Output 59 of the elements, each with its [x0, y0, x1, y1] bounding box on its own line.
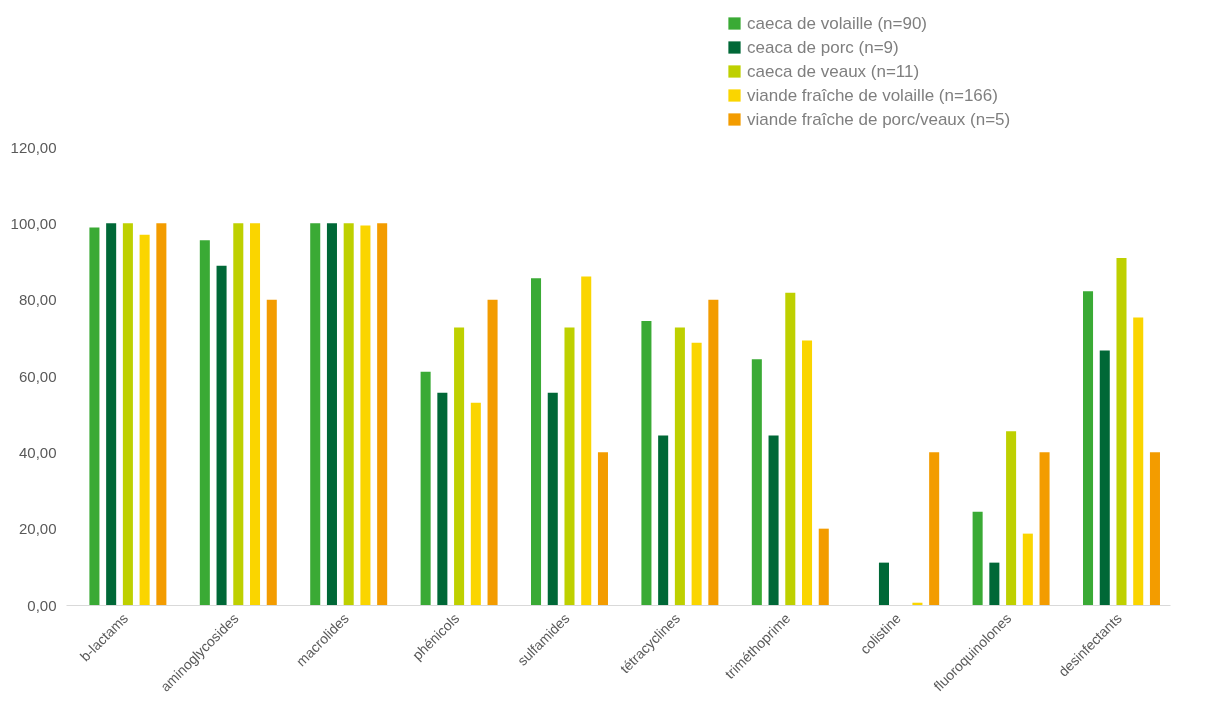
bar — [547, 392, 558, 605]
bar — [1006, 431, 1017, 605]
bar — [122, 223, 133, 605]
bar — [531, 278, 542, 605]
bar — [310, 223, 321, 605]
bar — [581, 276, 592, 605]
y-tick-label: 100,00 — [10, 214, 57, 232]
bar — [454, 327, 465, 605]
y-tick-label: 80,00 — [18, 291, 57, 309]
bar — [802, 340, 813, 605]
bar — [470, 402, 481, 605]
bar — [691, 342, 702, 605]
y-tick-label: 20,00 — [18, 520, 57, 538]
bar — [972, 511, 983, 605]
bar — [641, 321, 652, 605]
bar — [437, 392, 448, 605]
bar — [216, 265, 227, 605]
legend-label: ceaca de porc (n=9) — [747, 37, 899, 57]
bar — [708, 299, 719, 605]
bar — [1039, 452, 1050, 605]
bar — [1022, 533, 1033, 605]
bar — [1083, 291, 1094, 605]
y-tick-label: 120,00 — [10, 138, 57, 156]
bar — [326, 223, 337, 605]
bar — [564, 327, 575, 605]
bar — [878, 562, 889, 605]
bar — [929, 452, 940, 605]
bar — [785, 292, 796, 605]
bar — [139, 234, 150, 605]
bar — [360, 225, 371, 605]
bar — [233, 223, 244, 605]
legend-label: viande fraîche de volaille (n=166) — [747, 85, 998, 105]
bar — [751, 359, 762, 605]
y-tick-label: 60,00 — [18, 367, 57, 385]
bar — [89, 227, 100, 605]
bar — [106, 223, 117, 605]
bar — [597, 452, 608, 605]
bar — [989, 562, 1000, 605]
bar — [1099, 350, 1110, 605]
bar — [250, 223, 261, 605]
bar — [156, 223, 167, 605]
legend-label: viande fraîche de porc/veaux (n=5) — [747, 109, 1011, 129]
bar — [1149, 452, 1160, 605]
bar — [487, 299, 498, 605]
bar — [377, 223, 388, 605]
bar — [1116, 258, 1127, 605]
legend-label: caeca de veaux (n=11) — [747, 61, 920, 81]
y-tick-label: 40,00 — [18, 443, 57, 461]
bar — [420, 371, 431, 605]
bar — [343, 223, 354, 605]
bar — [768, 435, 779, 605]
bar — [1133, 317, 1144, 605]
bar — [266, 299, 277, 605]
bar — [199, 240, 210, 605]
y-tick-label: 0,00 — [27, 596, 57, 614]
bar — [674, 327, 685, 605]
bar — [658, 435, 669, 605]
legend-label: caeca de volaille (n=90) — [747, 13, 928, 33]
bar — [818, 528, 829, 605]
